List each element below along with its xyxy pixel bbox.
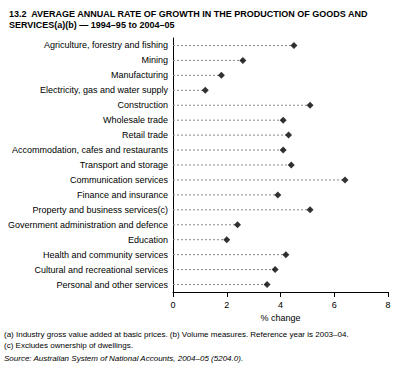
svg-text:Cultural and recreational serv: Cultural and recreational services [34,265,168,275]
svg-text:(a) Industry gross value added: (a) Industry gross value added at basic … [4,330,349,339]
svg-text:13.2 AVERAGE ANNUAL RATE OF G: 13.2 AVERAGE ANNUAL RATE OF GROWTH IN TH… [9,9,370,19]
svg-text:2: 2 [224,300,229,310]
svg-text:Retail trade: Retail trade [122,130,168,140]
svg-text:Personal and other services: Personal and other services [56,280,168,290]
svg-text:Mining: Mining [141,55,168,65]
svg-text:Health and community services: Health and community services [43,250,169,260]
svg-text:% change: % change [260,313,300,323]
svg-text:Finance and insurance: Finance and insurance [77,190,168,200]
svg-text:Electricity, gas and water sup: Electricity, gas and water supply [40,85,168,95]
svg-text:SERVICES(a)(b) — 1994–95 to 20: SERVICES(a)(b) — 1994–95 to 2004–05 [9,20,174,30]
svg-text:Communication services: Communication services [70,175,169,185]
svg-text:Education: Education [128,235,168,245]
svg-text:Source: Australian System of N: Source: Australian System of National Ac… [4,354,243,363]
svg-text:6: 6 [332,300,337,310]
svg-text:Wholesale trade: Wholesale trade [103,115,168,125]
svg-text:Accommodation, cafes and resta: Accommodation, cafes and restaurants [12,145,169,155]
svg-text:Property and business services: Property and business services(c) [32,205,168,215]
svg-text:Construction: Construction [117,100,168,110]
svg-text:0: 0 [170,300,175,310]
svg-text:Manufacturing: Manufacturing [111,70,168,80]
svg-text:8: 8 [385,300,390,310]
svg-text:4: 4 [278,300,283,310]
svg-text:Government administration and: Government administration and defence [8,220,168,230]
svg-text:Transport and storage: Transport and storage [80,160,168,170]
svg-text:Agriculture, forestry and fish: Agriculture, forestry and fishing [44,40,168,50]
svg-text:(c) Excludes ownership of dwel: (c) Excludes ownership of dwellings. [4,341,133,350]
